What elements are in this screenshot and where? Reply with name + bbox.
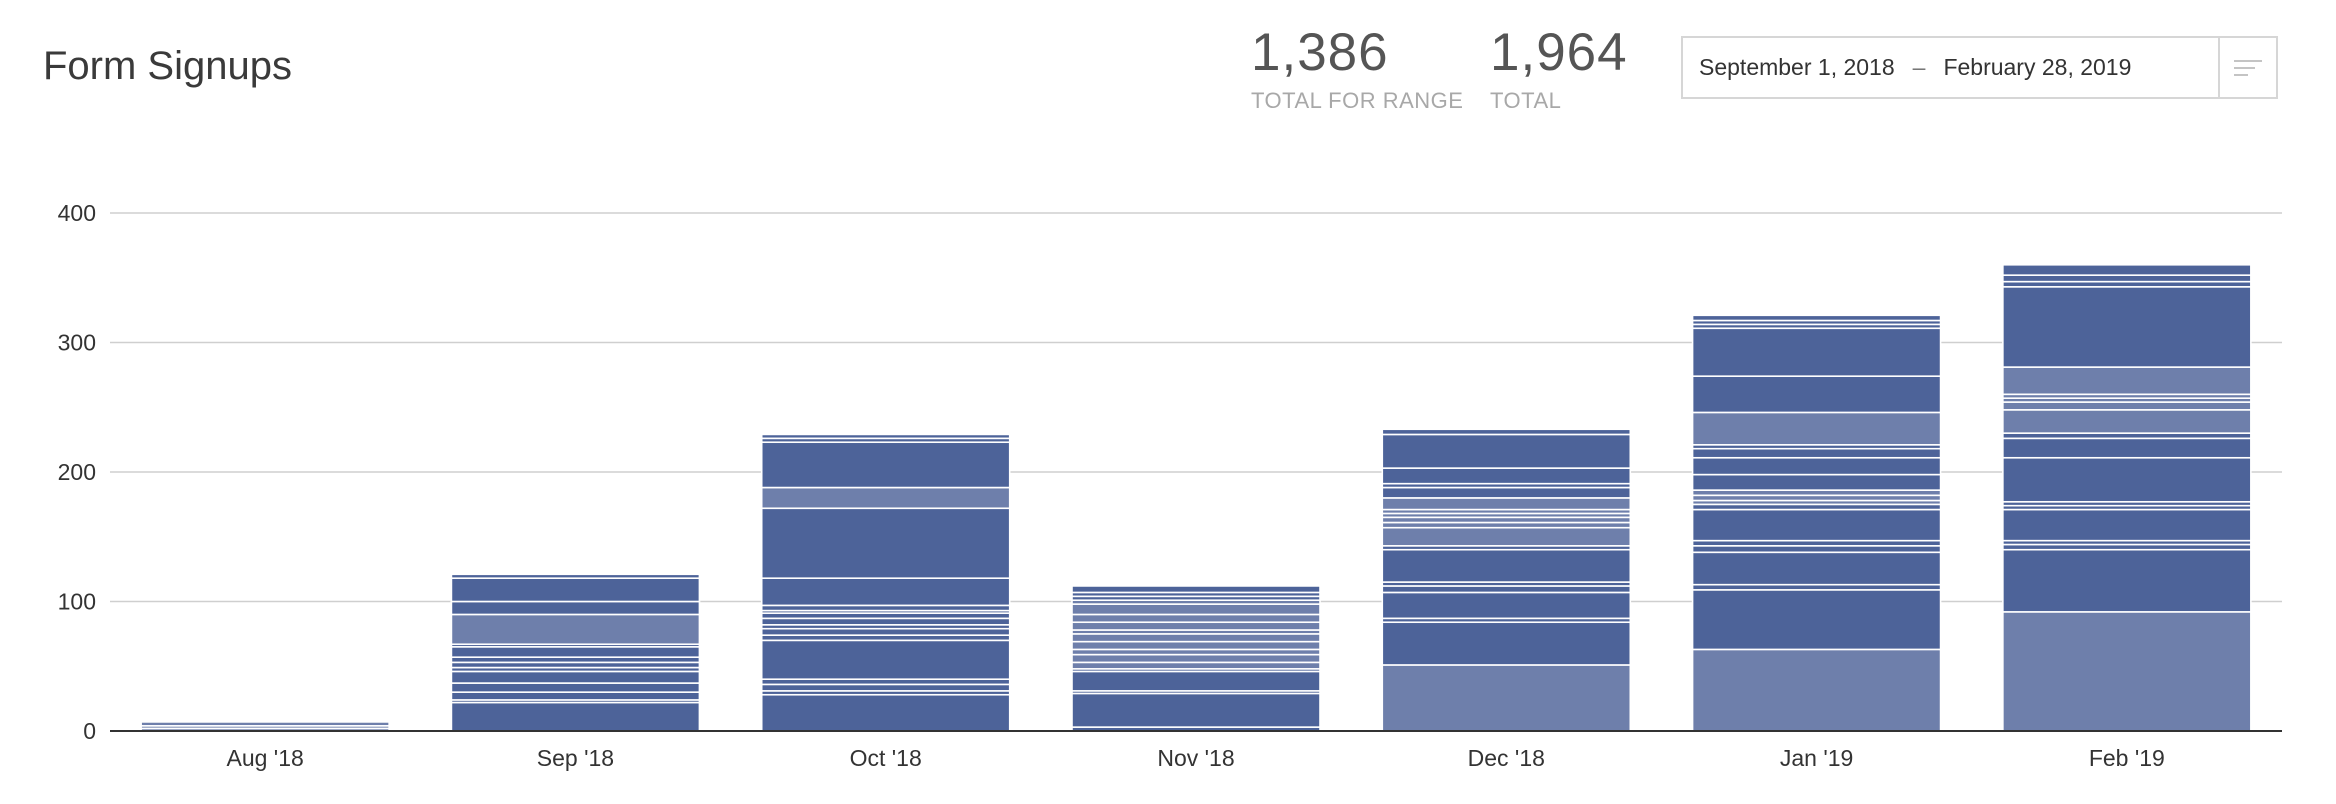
- total-for-range-label: TOTAL FOR RANGE: [1251, 88, 1464, 113]
- x-tick-label: Dec '18: [1468, 745, 1545, 771]
- bar-5: [1691, 314, 1942, 732]
- bar-segment[interactable]: [1381, 548, 1632, 583]
- bar-segment[interactable]: [2002, 508, 2252, 542]
- bar-segment[interactable]: [1691, 545, 1942, 554]
- x-tick-label: Nov '18: [1157, 745, 1234, 771]
- bar-segment[interactable]: [1691, 456, 1942, 476]
- bar-segment[interactable]: [1071, 603, 1321, 616]
- bar-segment[interactable]: [1071, 613, 1321, 624]
- date-range-field[interactable]: September 1, 2018 – February 28, 2019: [1683, 54, 2218, 81]
- bar-segment[interactable]: [1381, 433, 1632, 469]
- bar-segment[interactable]: [760, 486, 1011, 510]
- bar-segment[interactable]: [450, 577, 701, 603]
- bar-segment[interactable]: [1691, 508, 1942, 542]
- y-tick-label: 200: [58, 459, 96, 485]
- bar-segment[interactable]: [450, 573, 701, 579]
- bar-segment[interactable]: [760, 507, 1011, 579]
- x-tick-label: Aug '18: [226, 745, 303, 771]
- bar-segment[interactable]: [760, 627, 1011, 636]
- total-for-range-stat: 1,386 TOTAL FOR RANGE: [1251, 24, 1463, 114]
- bar-segment[interactable]: [760, 693, 1011, 732]
- total-for-range-value: 1,386: [1251, 23, 1389, 82]
- bar-segment[interactable]: [1691, 327, 1942, 377]
- bar-segment[interactable]: [450, 600, 701, 616]
- bar-segment[interactable]: [2002, 274, 2252, 283]
- y-tick-label: 100: [58, 589, 96, 615]
- y-tick-label: 0: [83, 718, 96, 744]
- bar-6: [2002, 263, 2252, 732]
- bar-segment[interactable]: [2002, 548, 2252, 613]
- bar-3: [1071, 585, 1321, 732]
- bar-segment[interactable]: [1381, 591, 1632, 620]
- bar-segment[interactable]: [1071, 661, 1321, 670]
- date-range-picker[interactable]: September 1, 2018 – February 28, 2019: [1681, 36, 2278, 99]
- date-range-end: February 28, 2019: [1943, 54, 2132, 80]
- bar-segment[interactable]: [2002, 263, 2252, 276]
- bar-segment[interactable]: [450, 613, 701, 646]
- bar-segment[interactable]: [2002, 437, 2252, 459]
- total-stat: 1,964 TOTAL: [1490, 24, 1628, 114]
- bar-segment[interactable]: [760, 683, 1011, 692]
- y-tick-label: 300: [58, 330, 96, 356]
- x-tick-label: Sep '18: [537, 745, 614, 771]
- bar-1: [450, 573, 701, 732]
- bar-segment[interactable]: [2002, 366, 2252, 396]
- bar-segment[interactable]: [1071, 633, 1321, 643]
- bar-segment[interactable]: [2002, 611, 2252, 732]
- bar-segment[interactable]: [2002, 456, 2252, 503]
- date-range-separator: –: [1912, 54, 1926, 80]
- bar-segment[interactable]: [1381, 428, 1632, 436]
- date-range-menu-button[interactable]: [2218, 38, 2276, 97]
- bar-segment[interactable]: [140, 721, 390, 727]
- bar-segment[interactable]: [1381, 664, 1632, 732]
- bar-segment[interactable]: [1381, 585, 1632, 594]
- bar-segment[interactable]: [450, 670, 701, 684]
- bar-segment[interactable]: [1691, 314, 1942, 322]
- bar-segment[interactable]: [1071, 692, 1321, 728]
- bar-segment[interactable]: [450, 701, 701, 732]
- bar-segment[interactable]: [450, 682, 701, 693]
- bar-segment[interactable]: [1381, 497, 1632, 511]
- bar-segment[interactable]: [1691, 648, 1942, 732]
- bar-segment[interactable]: [1381, 486, 1632, 499]
- bar-segment[interactable]: [450, 691, 701, 701]
- bar-segment[interactable]: [1381, 467, 1632, 485]
- bar-segment[interactable]: [1691, 473, 1942, 491]
- x-tick-label: Feb '19: [2089, 745, 2165, 771]
- chart-title: Form Signups: [43, 44, 292, 88]
- bar-segment[interactable]: [1691, 589, 1942, 651]
- bar-segment[interactable]: [2002, 286, 2252, 368]
- bar-segment[interactable]: [760, 617, 1011, 626]
- x-tick-label: Jan '19: [1780, 745, 1853, 771]
- bar-segment[interactable]: [1071, 585, 1321, 594]
- bar-segment[interactable]: [1691, 411, 1942, 446]
- y-tick-label: 400: [58, 200, 96, 226]
- lines-menu-icon: [2234, 59, 2262, 76]
- bar-segment[interactable]: [760, 433, 1011, 440]
- bar-4: [1381, 428, 1632, 732]
- bar-segment[interactable]: [1691, 551, 1942, 586]
- x-tick-label: Oct '18: [850, 745, 922, 771]
- bar-segment[interactable]: [1691, 375, 1942, 414]
- bar-segment[interactable]: [2002, 401, 2252, 411]
- bar-2: [760, 433, 1011, 732]
- bar-0: [140, 721, 390, 732]
- total-label: TOTAL: [1490, 88, 1562, 113]
- bar-segment[interactable]: [1071, 670, 1321, 692]
- total-value: 1,964: [1490, 23, 1628, 82]
- date-range-start: September 1, 2018: [1699, 54, 1895, 80]
- bar-segment[interactable]: [2002, 409, 2252, 434]
- bar-segment[interactable]: [1381, 526, 1632, 547]
- bar-segment[interactable]: [450, 646, 701, 658]
- bar-segment[interactable]: [1381, 621, 1632, 666]
- bar-segment[interactable]: [1071, 621, 1321, 631]
- bar-segment[interactable]: [1071, 653, 1321, 664]
- bar-segment[interactable]: [760, 577, 1011, 607]
- bar-segment[interactable]: [1691, 447, 1942, 459]
- bar-segment[interactable]: [760, 639, 1011, 680]
- bar-segment[interactable]: [760, 441, 1011, 489]
- bar-segment[interactable]: [1071, 640, 1321, 651]
